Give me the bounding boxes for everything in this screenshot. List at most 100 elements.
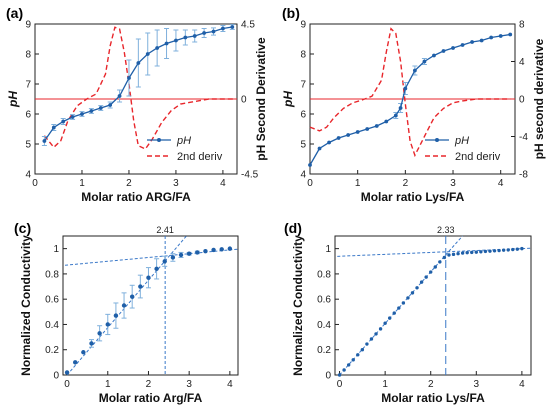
x-axis-label: Molar ratio Lys/FA xyxy=(361,190,465,204)
y-right-tick-label: 0 xyxy=(241,95,247,106)
conductivity-data-point xyxy=(138,284,143,289)
y-tick-label: 0 xyxy=(325,371,331,382)
conductivity-data-point xyxy=(465,250,469,255)
y-tick-label: 0.8 xyxy=(317,269,331,280)
conductivity-data-point xyxy=(397,306,401,310)
conductivity-data-point xyxy=(154,266,159,272)
y-right-tick-label: 0 xyxy=(519,95,525,106)
y-tick-label: 9 xyxy=(300,20,306,31)
legend-ph-marker xyxy=(157,138,161,142)
y-axis-label: pH xyxy=(6,91,20,108)
x-tick-label: 1 xyxy=(355,178,361,189)
conductivity-data-point xyxy=(460,251,465,255)
y-right-tick-label: 4.5 xyxy=(241,20,255,31)
ph-data-point xyxy=(117,94,122,98)
x-tick-label: 0 xyxy=(64,379,70,390)
ph-data-point xyxy=(460,43,465,47)
conductivity-data-point xyxy=(64,370,70,375)
ph-data-point xyxy=(393,113,398,118)
conductivity-data-point xyxy=(178,252,184,258)
y-right-axis-label: pH second derivative xyxy=(532,38,546,159)
panel-label: (c) xyxy=(14,220,31,236)
y-axis-label: Normalized Conductivity xyxy=(19,235,33,376)
conductivity-data-point xyxy=(378,327,383,331)
ph-data-point xyxy=(183,35,188,40)
ph-data-point xyxy=(202,31,207,35)
conductivity-data-point xyxy=(470,250,474,255)
ph-data-point xyxy=(374,124,379,128)
legend-deriv-label: 2nd deriv xyxy=(177,151,223,163)
x-tick-label: 4 xyxy=(498,178,504,189)
y-right-tick-label: -4 xyxy=(519,132,528,143)
conductivity-data-point xyxy=(219,247,224,252)
y-tick-label: 7 xyxy=(300,80,306,91)
y-right-tick-label: 8 xyxy=(519,20,525,31)
legend-ph-label: pH xyxy=(176,135,191,147)
conductivity-data-point xyxy=(424,275,428,279)
conductivity-data-point xyxy=(474,250,479,254)
conductivity-data-point xyxy=(488,249,492,253)
panel-label: (d) xyxy=(284,220,302,236)
conductivity-data-point xyxy=(442,255,447,260)
conductivity-data-point xyxy=(73,360,78,365)
ph-data-point xyxy=(42,139,47,143)
ph-data-point xyxy=(98,106,103,110)
x-tick-label: 3 xyxy=(186,379,192,390)
fit-line-plateau xyxy=(337,247,532,257)
x-tick-label: 0 xyxy=(307,178,313,189)
conductivity-data-point xyxy=(410,291,415,295)
ph-data-point xyxy=(221,26,225,31)
series-2nd-deriv-line xyxy=(43,26,235,150)
legend-deriv-label: 2nd deriv xyxy=(455,151,501,163)
ph-data-point xyxy=(384,119,389,124)
y-tick-label: 0.6 xyxy=(317,295,331,306)
panel-label: (b) xyxy=(282,5,300,21)
x-tick-label: 3 xyxy=(173,178,179,189)
conductivity-data-point xyxy=(401,301,406,305)
ph-data-point xyxy=(145,52,150,56)
conductivity-data-point xyxy=(81,350,86,355)
ph-data-point xyxy=(479,38,484,43)
fit-line-linear xyxy=(339,235,463,376)
conductivity-data-point xyxy=(492,249,497,253)
ph-data-point xyxy=(192,34,197,38)
x-axis-label: Molar ratio Lys/FA xyxy=(381,391,485,405)
series-2nd-deriv-line xyxy=(309,27,511,158)
conductivity-data-point xyxy=(89,341,94,346)
ph-data-point xyxy=(470,40,474,44)
x-tick-label: 2 xyxy=(126,178,132,189)
y-tick-label: 1 xyxy=(325,244,331,255)
y-tick-label: 6 xyxy=(300,110,306,121)
ph-data-point xyxy=(508,32,513,37)
y-tick-label: 0.8 xyxy=(45,269,59,280)
y-tick-label: 9 xyxy=(25,20,31,31)
conductivity-data-point xyxy=(342,368,346,372)
x-tick-label: 2 xyxy=(146,379,152,390)
plot-frame xyxy=(334,235,532,376)
conductivity-data-point xyxy=(105,322,110,327)
ph-data-point xyxy=(230,25,235,29)
conductivity-data-point xyxy=(447,253,451,257)
conductivity-data-point xyxy=(369,337,374,341)
x-tick-label: 1 xyxy=(382,379,388,390)
panel-a: (a) 0 1 2 3 4 4 5 6 7 8 9 -4.5 0 4.5 Molar ratio ARG/FA… xyxy=(6,5,268,204)
y-axis-label: Normalized Conductivity xyxy=(291,235,305,376)
y-tick-label: 0.6 xyxy=(45,295,59,306)
ph-data-point xyxy=(89,109,94,113)
conductivity-data-point xyxy=(227,246,233,251)
conductivity-data-point xyxy=(392,311,396,315)
y-tick-label: 0 xyxy=(53,371,59,382)
conductivity-data-point xyxy=(365,342,369,346)
ph-data-point xyxy=(365,127,370,131)
legend-ph-marker xyxy=(435,138,439,142)
conductivity-data-point xyxy=(195,250,200,255)
conductivity-data-point xyxy=(419,280,424,284)
y-tick-label: 1 xyxy=(53,244,59,255)
conductivity-data-point xyxy=(406,296,410,300)
y-right-axis-label: pH Second Derivative xyxy=(254,37,268,161)
conductivity-data-point xyxy=(438,260,442,264)
conductivity-data-point xyxy=(387,316,392,320)
y-right-tick-label: -4.5 xyxy=(241,170,259,181)
conductivity-data-point xyxy=(497,248,501,253)
